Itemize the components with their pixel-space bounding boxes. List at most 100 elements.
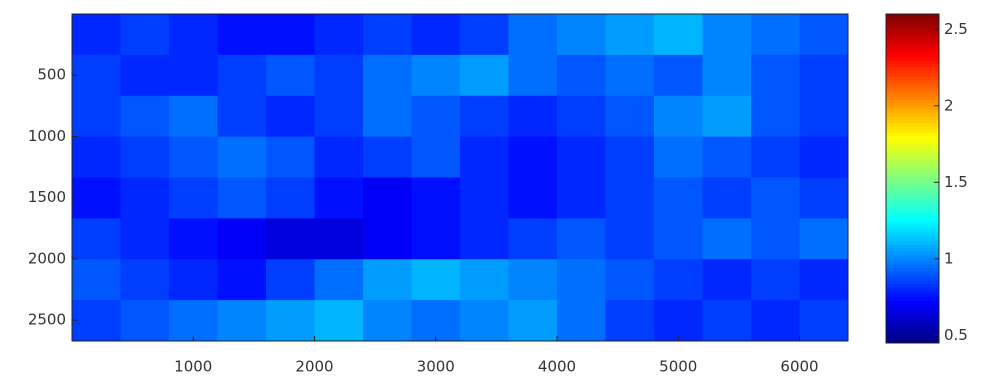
- heatmap-cell: [314, 95, 364, 138]
- colorbar-swatch: [886, 237, 939, 242]
- heatmap-cell: [751, 136, 800, 178]
- heatmap-cell: [411, 95, 461, 138]
- colorbar-tick-label: 1: [944, 249, 954, 267]
- colorbar-swatch: [886, 270, 939, 275]
- heatmap-cell: [702, 300, 752, 342]
- heatmap-cell: [799, 177, 849, 219]
- heatmap-cell: [363, 259, 412, 301]
- colorbar: [886, 14, 939, 344]
- heatmap-cell: [169, 259, 218, 301]
- heatmap-cell: [363, 14, 412, 56]
- colorbar-swatch: [886, 83, 939, 87]
- colorbar-swatch: [886, 326, 939, 331]
- colorbar-swatch: [886, 119, 939, 124]
- x-tick-label: 3000: [417, 358, 455, 376]
- colorbar-swatch: [886, 37, 939, 41]
- heatmap-cell: [314, 218, 364, 260]
- colorbar-swatch: [886, 158, 939, 163]
- heatmap-cell: [508, 136, 558, 178]
- colorbar-swatch: [886, 76, 939, 81]
- heatmap-cell: [169, 14, 218, 56]
- colorbar-swatch: [886, 316, 939, 321]
- colorbar-swatch: [886, 198, 939, 203]
- heatmap-cell: [72, 259, 121, 301]
- colorbar-swatch: [886, 287, 939, 291]
- colorbar-swatch: [886, 50, 939, 54]
- heatmap-cell: [120, 300, 170, 342]
- colorbar-swatch: [886, 66, 939, 71]
- heatmap-cell: [460, 218, 509, 260]
- colorbar-swatch: [886, 333, 939, 337]
- colorbar-swatch: [886, 69, 939, 74]
- colorbar-swatch: [886, 89, 939, 94]
- colorbar-swatch: [886, 171, 939, 176]
- colorbar-swatch: [886, 33, 939, 38]
- colorbar-swatch: [886, 132, 939, 137]
- heatmap-cell: [751, 218, 800, 260]
- colorbar-swatch: [886, 152, 939, 156]
- heatmap-cell: [314, 136, 364, 178]
- colorbar-swatch: [886, 27, 939, 31]
- heatmap-cell: [557, 95, 606, 138]
- colorbar-swatch: [886, 145, 939, 150]
- colorbar-swatch: [886, 185, 939, 189]
- heatmap-cell: [557, 218, 606, 260]
- heatmap-cell: [120, 259, 170, 301]
- plot-frame: [71, 13, 849, 342]
- heatmap-cell: [266, 14, 315, 56]
- colorbar-swatch: [886, 135, 939, 140]
- colorbar-swatch: [886, 155, 939, 160]
- colorbar-swatch: [886, 20, 939, 25]
- colorbar-swatch: [886, 267, 939, 272]
- heatmap-cell: [557, 259, 606, 301]
- colorbar-swatch: [886, 290, 939, 295]
- heatmap-cell: [508, 54, 558, 97]
- heatmap-cell: [169, 95, 218, 138]
- heatmap-cell: [557, 14, 606, 56]
- heatmap-cell: [605, 300, 655, 342]
- colorbar-swatch: [886, 264, 939, 268]
- heatmap-cell: [120, 218, 170, 260]
- heatmap-cell: [508, 95, 558, 138]
- colorbar-swatch: [886, 231, 939, 235]
- heatmap-cell: [72, 54, 121, 97]
- heatmap-cell: [363, 54, 412, 97]
- heatmap-cell: [72, 136, 121, 178]
- heatmap-cell: [120, 95, 170, 138]
- colorbar-swatch: [886, 188, 939, 193]
- colorbar-swatch: [886, 250, 939, 255]
- heatmap-cell: [363, 136, 412, 178]
- colorbar-tick-label: 2.5: [944, 20, 968, 38]
- heatmap-cell: [217, 14, 267, 56]
- colorbar-swatch: [886, 194, 939, 199]
- heatmap-cell: [799, 300, 849, 342]
- heatmap-cell: [605, 259, 655, 301]
- heatmap-cell: [460, 95, 509, 138]
- heatmap-cell: [72, 218, 121, 260]
- colorbar-tick-label: 0.5: [944, 326, 968, 344]
- colorbar-swatch: [886, 102, 939, 107]
- heatmap-cell: [217, 95, 267, 138]
- colorbar-swatch: [886, 23, 939, 28]
- colorbar-swatch: [886, 43, 939, 48]
- heatmap-cell: [314, 54, 364, 97]
- colorbar-swatch: [886, 260, 939, 265]
- colorbar-swatch: [886, 329, 939, 334]
- colorbar-swatch: [886, 280, 939, 285]
- heatmap: [72, 14, 849, 342]
- heatmap-cell: [557, 300, 606, 342]
- colorbar-swatch: [886, 17, 939, 22]
- colorbar-swatch: [886, 96, 939, 101]
- colorbar-swatch: [886, 40, 939, 45]
- y-tick-label: 2000: [28, 249, 66, 267]
- heatmap-cell: [314, 14, 364, 56]
- colorbar-swatch: [886, 175, 939, 179]
- colorbar-swatch: [886, 217, 939, 222]
- colorbar-swatch: [886, 244, 939, 249]
- colorbar-swatch: [886, 86, 939, 91]
- colorbar-swatch: [886, 310, 939, 314]
- y-tick-label: 1000: [28, 127, 66, 145]
- heatmap-cell: [169, 300, 218, 342]
- colorbar-swatch: [886, 273, 939, 278]
- heatmap-cell: [557, 136, 606, 178]
